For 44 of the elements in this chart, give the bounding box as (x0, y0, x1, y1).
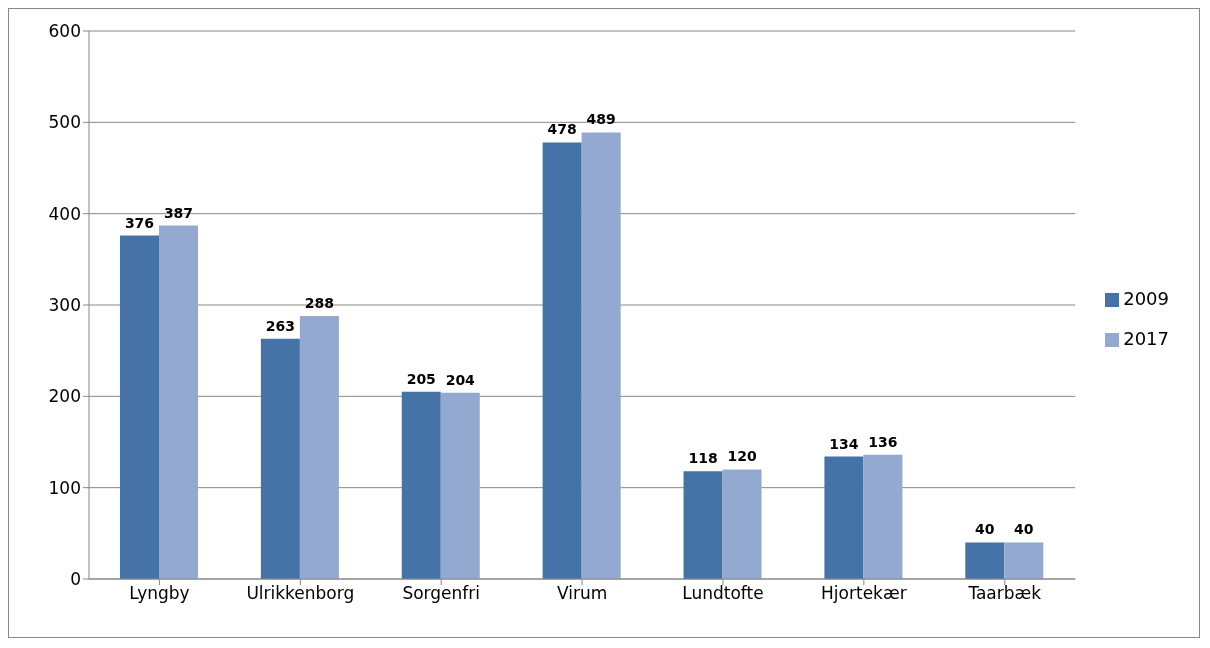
bar (260, 338, 300, 579)
data-label: 376 (124, 214, 155, 231)
y-tick-label: 600 (48, 21, 81, 42)
data-label: 120 (727, 448, 757, 465)
y-tick-label: 200 (48, 386, 81, 407)
legend-label: 2017 (1123, 328, 1169, 349)
x-tick-label: Lundtofte (682, 583, 764, 604)
bar (824, 456, 864, 579)
bar (542, 142, 582, 579)
bar (158, 225, 198, 579)
data-label: 136 (868, 433, 898, 450)
x-tick-label: Lyngby (129, 583, 190, 604)
bar (581, 132, 621, 579)
bar (863, 454, 903, 579)
data-label: 288 (304, 294, 334, 311)
data-label: 40 (1014, 521, 1034, 538)
bar (1004, 542, 1044, 579)
bar (683, 471, 723, 579)
y-tick-label: 100 (48, 477, 81, 498)
data-label: 40 (975, 521, 995, 538)
y-tick-label: 300 (48, 295, 81, 316)
y-tick-label: 0 (70, 569, 81, 590)
data-label: 134 (829, 435, 859, 452)
y-tick-label: 500 (48, 112, 81, 133)
bar (299, 315, 339, 579)
data-label: 478 (547, 121, 577, 138)
data-label: 118 (688, 450, 718, 467)
x-tick-label: Ulrikkenborg (246, 583, 355, 604)
data-label: 263 (265, 317, 295, 334)
data-label: 489 (586, 111, 616, 128)
y-tick-label: 400 (48, 203, 81, 224)
legend-label: 2009 (1123, 288, 1169, 309)
bar (119, 235, 159, 579)
data-label: 204 (445, 371, 476, 388)
data-label: 387 (163, 204, 194, 221)
bar (440, 392, 480, 579)
x-tick-label: Sorgenfri (402, 583, 481, 604)
x-tick-label: Virum (556, 583, 608, 604)
data-label: 205 (406, 370, 436, 387)
bar (965, 542, 1005, 579)
bar (401, 391, 441, 579)
x-tick-label: Taarbæk (967, 583, 1042, 604)
x-tick-label: Hjortekær (821, 583, 907, 604)
bar (722, 469, 762, 579)
